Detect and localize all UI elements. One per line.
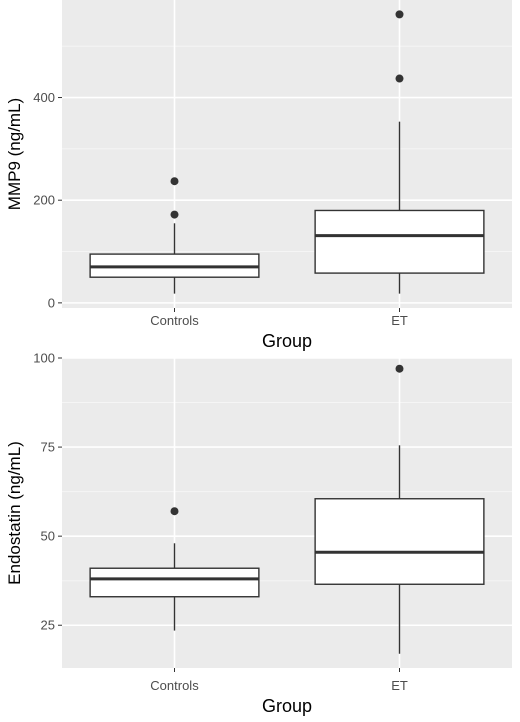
y-tick-label: 75: [41, 440, 55, 455]
iqr-box: [89, 567, 260, 598]
y-tick-label: 50: [41, 529, 55, 544]
box-controls: [89, 507, 260, 631]
outlier-point: [170, 177, 179, 186]
y-axis-title: Endostatin (ng/mL): [5, 441, 24, 585]
y-tick-label: 200: [33, 193, 55, 208]
x-axis-title: Group: [262, 331, 312, 351]
iqr-box: [314, 498, 485, 585]
outlier-point: [170, 210, 179, 219]
y-axis-title: MMP9 (ng/mL): [5, 98, 24, 210]
y-tick-label: 0: [48, 295, 55, 310]
outlier-point: [395, 74, 404, 83]
outlier-point: [395, 364, 404, 373]
outlier-point: [170, 507, 179, 516]
y-tick-label: 400: [33, 90, 55, 105]
y-tick-label: 100: [33, 351, 55, 366]
x-tick-label: ET: [391, 313, 408, 328]
chart-panel-2: 25 50 75 100 Controls ET Group Endostatin (ng/m…: [5, 351, 512, 716]
iqr-box: [314, 209, 485, 274]
chart-panel-1: 0 200 400 Controls ET Group MMP9 (ng/mL): [5, 0, 512, 351]
y-tick-label: 25: [41, 618, 55, 633]
x-tick-label: Controls: [150, 313, 199, 328]
outlier-point: [395, 10, 404, 19]
box-controls: [89, 177, 260, 294]
x-tick-label: ET: [391, 678, 408, 693]
box-et: [314, 364, 485, 654]
box-et: [314, 10, 485, 294]
x-tick-label: Controls: [150, 678, 199, 693]
x-axis-title: Group: [262, 696, 312, 716]
